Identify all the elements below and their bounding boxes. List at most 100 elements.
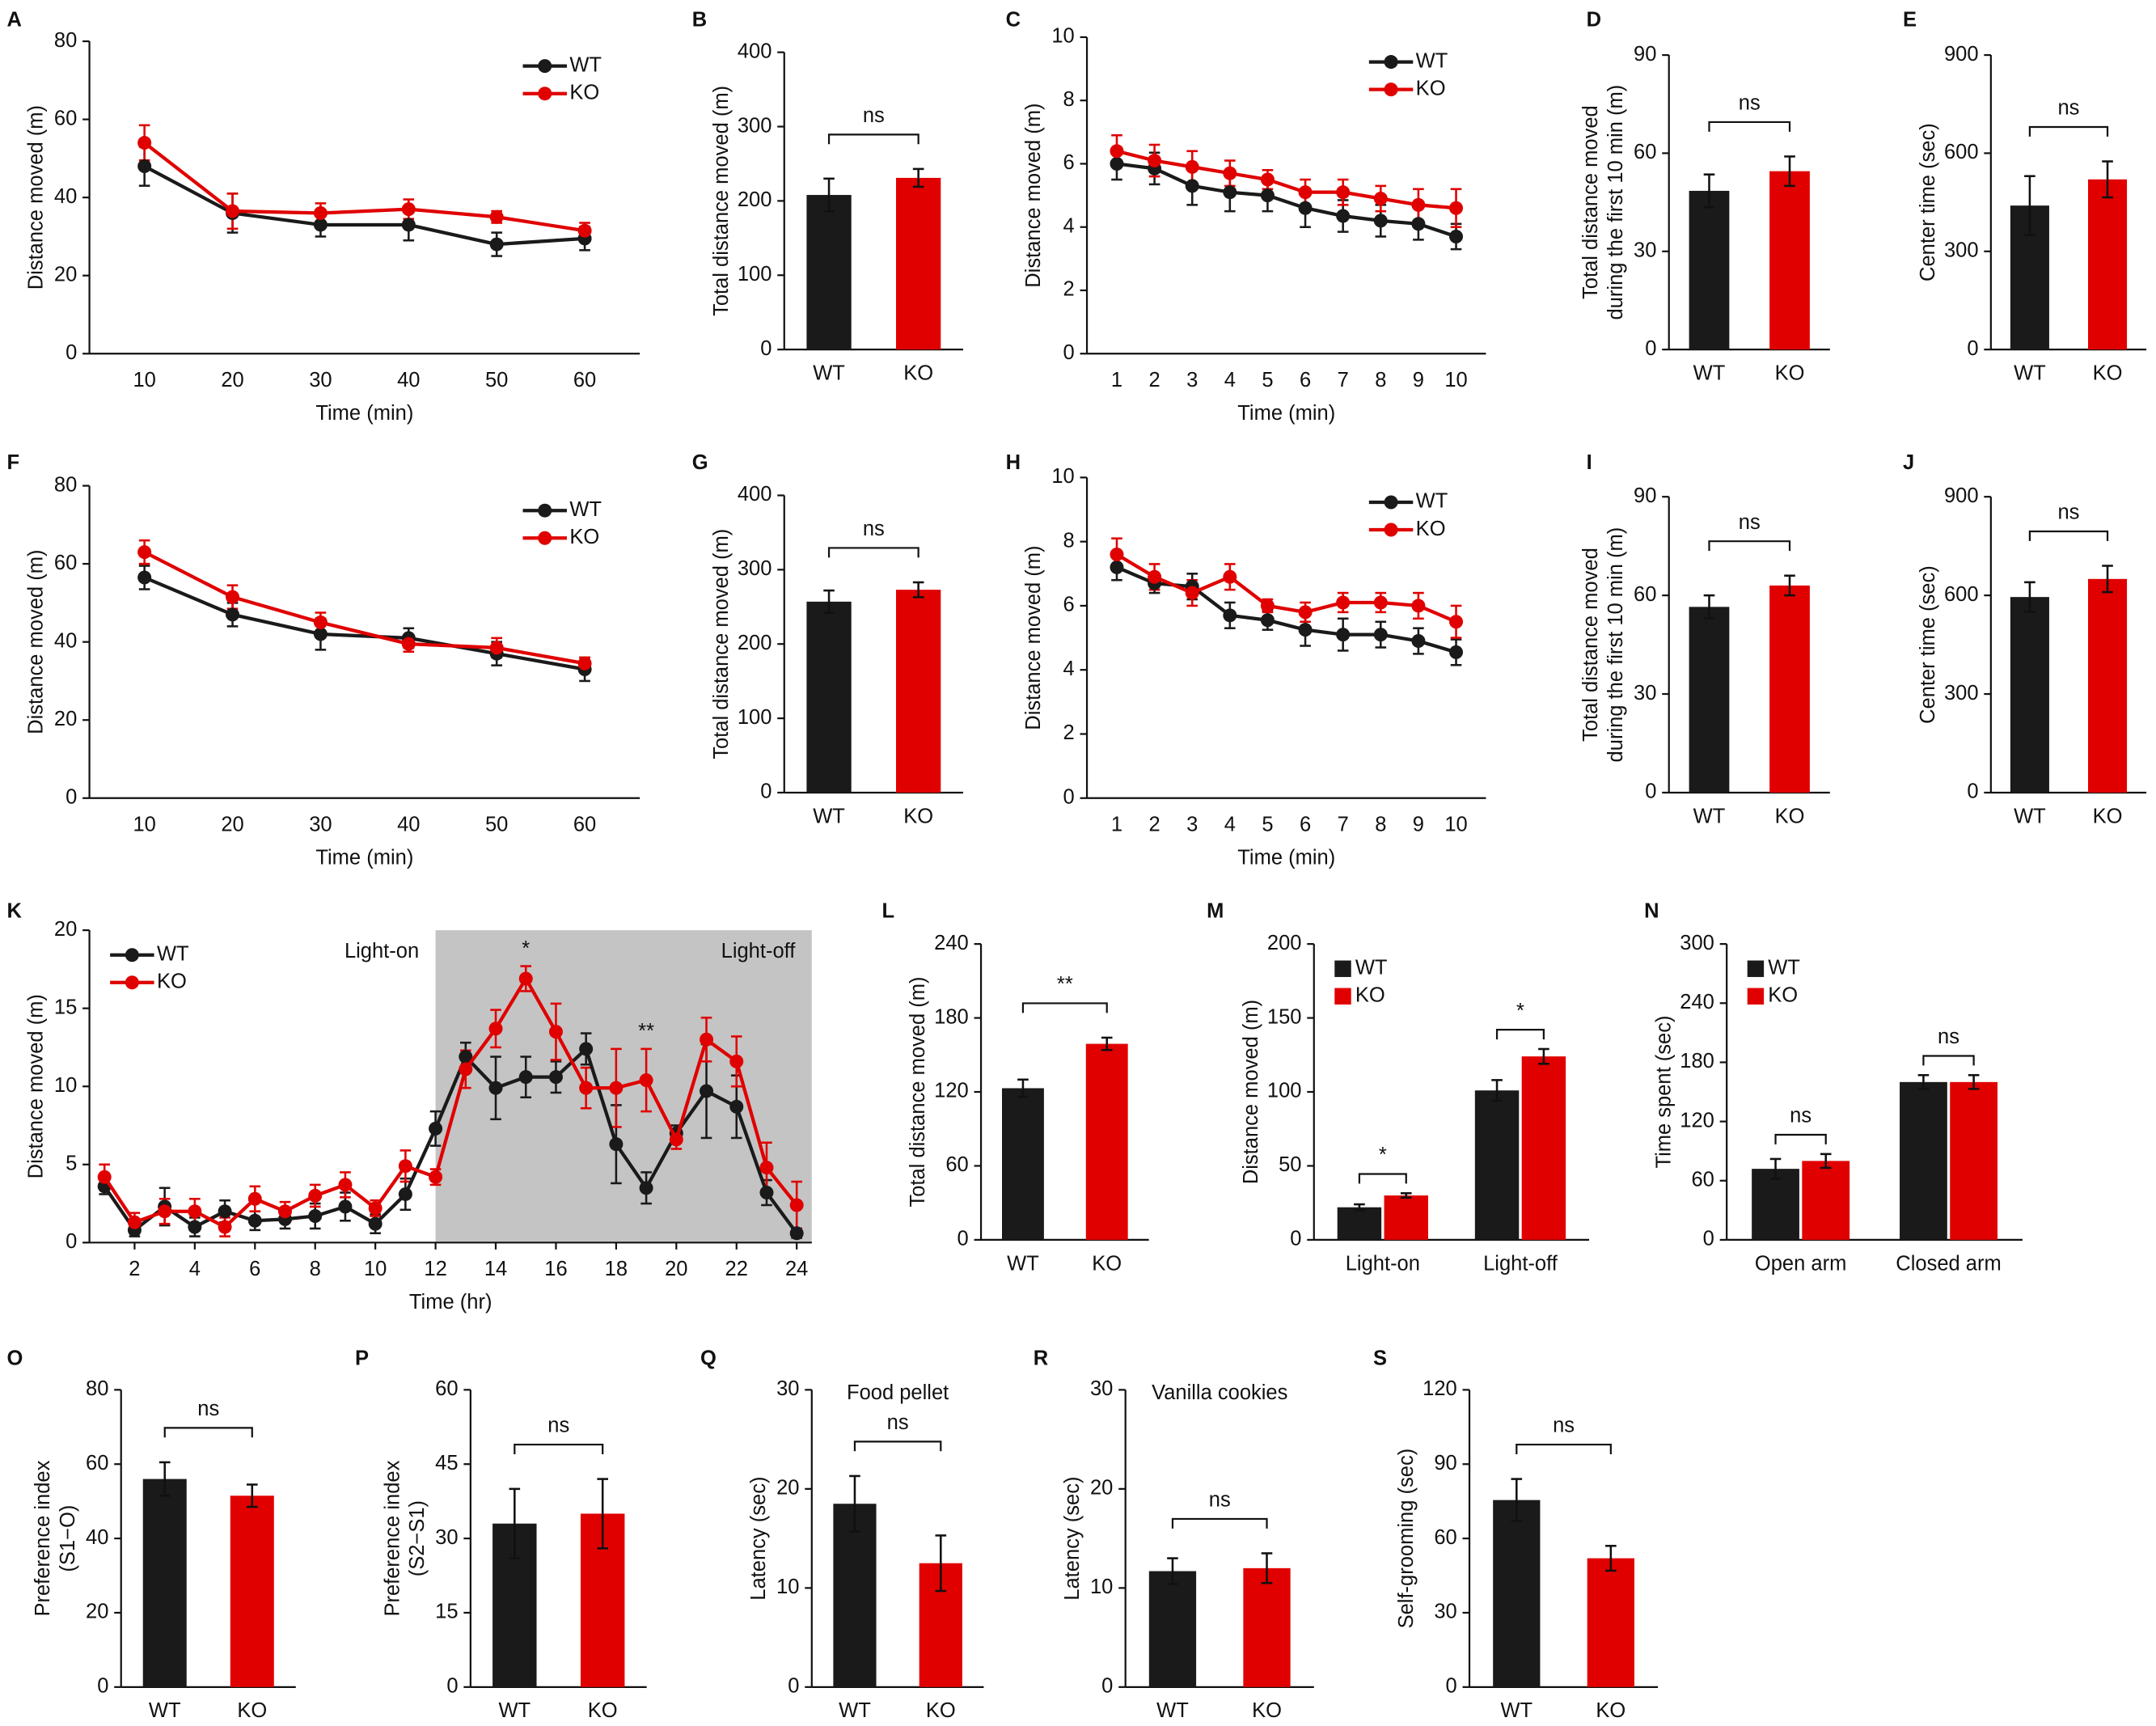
- y-tick-label: 10: [776, 1576, 799, 1598]
- y-tick-label: 20: [54, 918, 77, 941]
- data-point: [700, 1032, 714, 1047]
- y-tick-label: 15: [435, 1601, 458, 1623]
- data-point: [488, 1081, 503, 1095]
- y-tick-label: 0: [1063, 341, 1075, 364]
- y-tick-label: 40: [54, 629, 77, 652]
- y-tick-label: 45: [435, 1452, 458, 1474]
- data-point: [489, 237, 504, 252]
- y-tick-label: 60: [1691, 1168, 1714, 1191]
- x-tick-label: 1: [1111, 369, 1122, 391]
- data-point: [459, 1050, 473, 1064]
- data-point: [1336, 628, 1351, 642]
- bar: [1337, 1207, 1382, 1240]
- y-axis-label: Time spent (sec): [1652, 1015, 1675, 1168]
- data-point: [639, 1181, 653, 1195]
- data-point: [1411, 634, 1426, 649]
- annotation: **: [638, 1020, 654, 1043]
- y-tick-label: 20: [1090, 1477, 1113, 1500]
- data-point: [1336, 595, 1351, 610]
- data-point: [313, 218, 328, 232]
- x-tick-label: 14: [484, 1258, 507, 1280]
- x-tick-label: 4: [189, 1258, 201, 1280]
- bar: [1148, 1571, 1197, 1687]
- bar: [1900, 1081, 1947, 1240]
- panel: S 0 30 60 90 120 Self-grooming (sec) WT KO ns: [1373, 1347, 1659, 1722]
- x-tick-label: 10: [133, 814, 155, 836]
- legend-swatch: [538, 503, 552, 518]
- data-point: [1411, 217, 1426, 231]
- y-tick-label: 150: [1267, 1005, 1302, 1028]
- y-tick-label: 80: [86, 1377, 108, 1400]
- bar: [1521, 1056, 1566, 1240]
- significance-bracket: [2028, 530, 2109, 541]
- y-tick-label: 300: [1680, 932, 1714, 954]
- y-tick-label: 30: [776, 1377, 799, 1400]
- data-point: [218, 1204, 232, 1219]
- x-tick-label: WT: [1500, 1699, 1532, 1722]
- annotation: *: [522, 937, 530, 960]
- y-axis-label: Latency (sec): [747, 1477, 770, 1601]
- bar: [2010, 597, 2049, 793]
- panel-letter: A: [7, 8, 22, 31]
- data-point: [338, 1178, 353, 1192]
- panel-letter: P: [355, 1347, 369, 1370]
- data-point: [401, 637, 416, 651]
- x-tick-label: 60: [573, 814, 596, 836]
- data-point: [1260, 188, 1275, 203]
- y-tick-label: 0: [1063, 786, 1075, 809]
- y-tick-label: 2: [1063, 721, 1075, 744]
- data-point: [1110, 156, 1124, 171]
- y-tick-label: 40: [54, 185, 77, 208]
- y-tick-label: 60: [1634, 583, 1656, 606]
- data-point: [1223, 608, 1237, 623]
- x-tick-label: 16: [544, 1258, 567, 1280]
- series-line: [143, 164, 586, 247]
- data-point: [1298, 201, 1313, 215]
- y-tick-label: 0: [1967, 337, 1978, 360]
- y-axis-label: Distance moved (m): [1022, 545, 1045, 730]
- y-tick-label: 0: [97, 1675, 108, 1698]
- significance-label: ns: [2057, 97, 2079, 120]
- y-tick-label: 300: [1944, 239, 1979, 262]
- legend-label: KO: [1416, 77, 1446, 99]
- x-axis-label: Time (min): [315, 402, 413, 425]
- data-point: [518, 971, 533, 986]
- data-point: [338, 1199, 353, 1214]
- y-tick-label: 0: [446, 1675, 458, 1698]
- panel: Q 0 10 20 30 Latency (sec) Food pellet WT KO ns: [700, 1347, 984, 1722]
- data-point: [548, 1070, 563, 1085]
- y-tick-label: 30: [1634, 239, 1656, 262]
- y-tick-label: 60: [435, 1377, 458, 1400]
- x-axis-label: Time (min): [1237, 846, 1335, 869]
- legend-label: WT: [1416, 490, 1448, 513]
- data-point: [577, 223, 592, 238]
- significance-bracket: [1171, 1517, 1268, 1529]
- legend-label: KO: [569, 526, 599, 548]
- data-point: [729, 1099, 744, 1114]
- bar: [230, 1495, 274, 1687]
- x-tick-label: 9: [1413, 369, 1424, 391]
- series-line: [143, 576, 586, 671]
- x-tick-label: WT: [1693, 362, 1726, 385]
- legend-swatch: [1747, 960, 1765, 977]
- panel-letter: G: [692, 451, 708, 474]
- y-tick-label: 10: [54, 1074, 77, 1097]
- x-tick-label: 2: [1148, 369, 1160, 391]
- y-tick-label: 0: [1645, 781, 1656, 803]
- y-tick-label: 30: [1634, 682, 1656, 704]
- panel: C 0 2 4 6 8 10 Distance moved (m) Time (min) 1 2 3 4…: [1006, 8, 1486, 425]
- legend-label: WT: [157, 942, 189, 965]
- significance-label: ns: [863, 104, 885, 127]
- y-tick-label: 6: [1063, 151, 1075, 174]
- legend-swatch: [1334, 960, 1351, 977]
- bar: [1493, 1500, 1541, 1687]
- data-point: [1185, 159, 1199, 174]
- panel: R 0 10 20 30 Latency (sec) Vanilla cookies WT KO…: [1034, 1347, 1314, 1722]
- x-tick-label: KO: [903, 805, 933, 827]
- data-point: [1260, 172, 1275, 187]
- significance-label: ns: [863, 518, 885, 540]
- significance-label: ns: [547, 1415, 569, 1437]
- x-tick-label: 10: [133, 369, 155, 391]
- x-axis-label: Time (min): [1237, 402, 1335, 425]
- x-tick-label: KO: [1596, 1699, 1625, 1722]
